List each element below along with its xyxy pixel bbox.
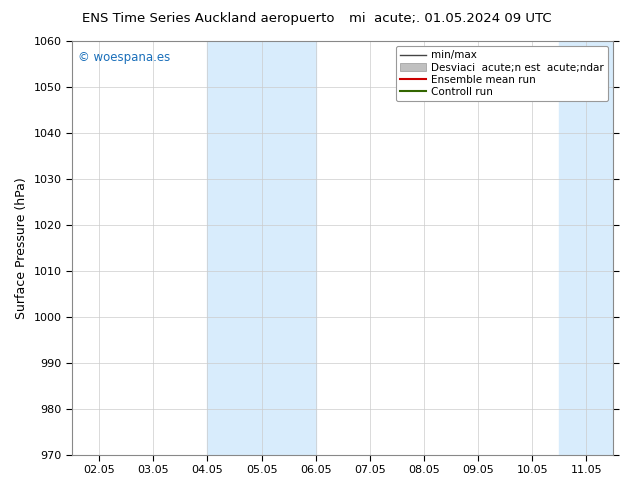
Bar: [262, 41, 316, 455]
Text: mi  acute;. 01.05.2024 09 UTC: mi acute;. 01.05.2024 09 UTC: [349, 12, 552, 25]
Bar: [207, 41, 262, 455]
Text: ENS Time Series Auckland aeropuerto: ENS Time Series Auckland aeropuerto: [82, 12, 335, 25]
Legend: min/max, Desviaci  acute;n est  acute;ndar, Ensemble mean run, Controll run: min/max, Desviaci acute;n est acute;ndar…: [396, 46, 608, 101]
Bar: [559, 41, 634, 455]
Text: © woespana.es: © woespana.es: [77, 51, 170, 64]
Y-axis label: Surface Pressure (hPa): Surface Pressure (hPa): [15, 177, 28, 318]
